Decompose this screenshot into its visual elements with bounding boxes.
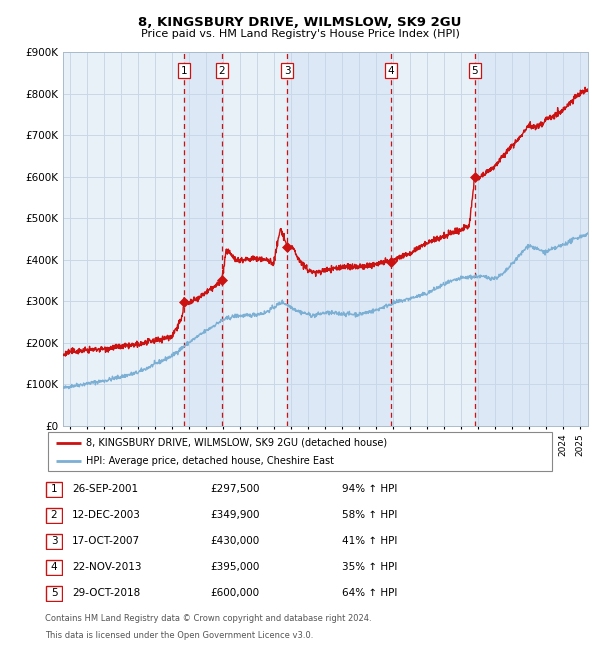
Text: 8, KINGSBURY DRIVE, WILMSLOW, SK9 2GU (detached house): 8, KINGSBURY DRIVE, WILMSLOW, SK9 2GU (d… [86,438,387,448]
Text: 26-SEP-2001: 26-SEP-2001 [72,484,138,495]
Text: 12-DEC-2003: 12-DEC-2003 [72,510,141,521]
Text: This data is licensed under the Open Government Licence v3.0.: This data is licensed under the Open Gov… [45,630,313,640]
Text: £349,900: £349,900 [210,510,260,521]
Text: 94% ↑ HPI: 94% ↑ HPI [342,484,397,495]
Text: 3: 3 [284,66,290,75]
Text: 64% ↑ HPI: 64% ↑ HPI [342,588,397,599]
Text: 41% ↑ HPI: 41% ↑ HPI [342,536,397,547]
Text: Contains HM Land Registry data © Crown copyright and database right 2024.: Contains HM Land Registry data © Crown c… [45,614,371,623]
Bar [184,52,222,426]
Bar [475,52,588,426]
Text: 1: 1 [181,66,187,75]
Text: 2: 2 [218,66,225,75]
Text: 8, KINGSBURY DRIVE, WILMSLOW, SK9 2GU: 8, KINGSBURY DRIVE, WILMSLOW, SK9 2GU [139,16,461,29]
Text: 1: 1 [50,484,58,495]
Text: 58% ↑ HPI: 58% ↑ HPI [342,510,397,521]
Bar [287,52,391,426]
Text: 17-OCT-2007: 17-OCT-2007 [72,536,140,547]
Text: 5: 5 [472,66,478,75]
FancyBboxPatch shape [48,432,552,471]
Text: 35% ↑ HPI: 35% ↑ HPI [342,562,397,573]
Text: 4: 4 [50,562,58,573]
Text: 4: 4 [388,66,394,75]
Text: 3: 3 [50,536,58,547]
Text: £600,000: £600,000 [210,588,259,599]
Text: 5: 5 [50,588,58,599]
Text: 29-OCT-2018: 29-OCT-2018 [72,588,140,599]
Text: 22-NOV-2013: 22-NOV-2013 [72,562,142,573]
Text: Price paid vs. HM Land Registry's House Price Index (HPI): Price paid vs. HM Land Registry's House … [140,29,460,39]
Text: £395,000: £395,000 [210,562,259,573]
Text: £430,000: £430,000 [210,536,259,547]
Text: £297,500: £297,500 [210,484,260,495]
Text: 2: 2 [50,510,58,521]
Text: HPI: Average price, detached house, Cheshire East: HPI: Average price, detached house, Ches… [86,456,334,465]
